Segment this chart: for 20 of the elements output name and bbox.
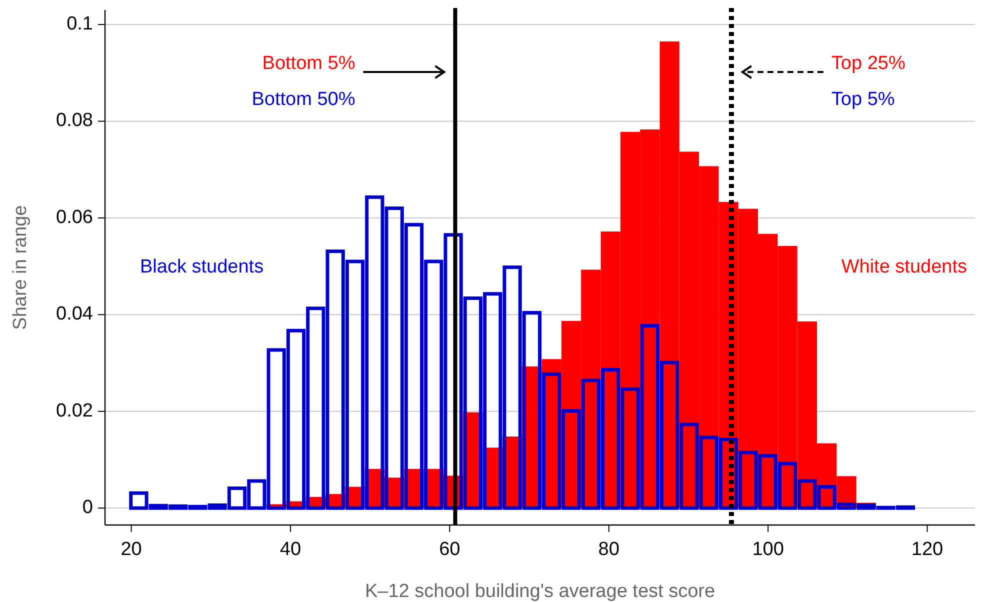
y-tick-label: 0.08 <box>56 110 93 132</box>
annotation: Top 25% <box>831 53 906 74</box>
x-tick-label: 100 <box>752 539 784 560</box>
x-tick-label: 120 <box>911 539 944 560</box>
y-tick-label: 0.02 <box>56 400 93 422</box>
text: White students <box>841 256 967 278</box>
y-tick-label: 0.04 <box>56 304 94 325</box>
annotation: Bottom 5% <box>262 53 356 74</box>
x-tick-label: 60 <box>439 539 460 560</box>
x-axis-title: K–12 school building's average test score <box>364 581 716 602</box>
x-tick-label: 40 <box>280 539 302 560</box>
annotation: Top 5% <box>831 89 895 110</box>
text: Black students <box>140 256 264 278</box>
annotation: Bottom 50% <box>252 89 356 110</box>
x-tick-label: 80 <box>598 539 620 560</box>
x-tick-label: 20 <box>120 539 142 560</box>
y-axis-title: Share in range <box>10 205 31 330</box>
y-tick-label: 0.1 <box>66 14 93 35</box>
y-tick-label: 0 <box>82 497 93 518</box>
y-tick-label: 0.06 <box>56 206 93 228</box>
